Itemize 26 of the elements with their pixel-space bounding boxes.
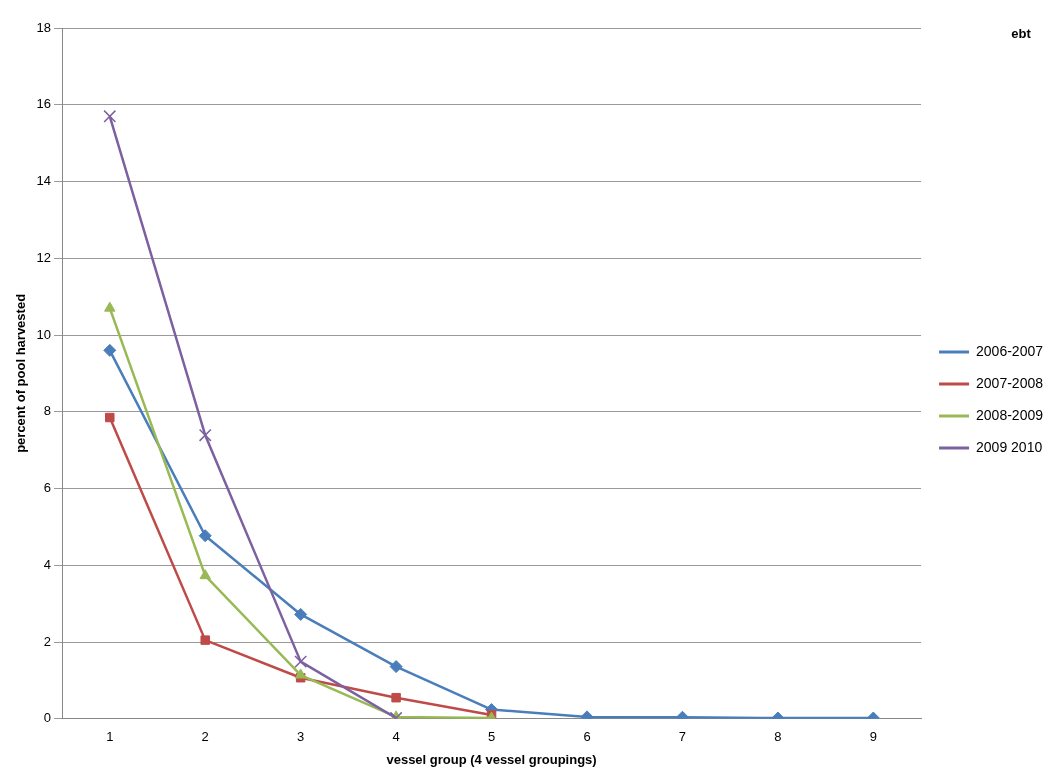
legend-label: 2009 2010: [976, 438, 1043, 455]
y-tick-label: 6: [43, 480, 52, 496]
y-tick-label: 10: [36, 326, 52, 342]
x-tick-label: 5: [487, 729, 496, 745]
y-tick-label: 18: [36, 19, 52, 35]
x-tick-label: 8: [774, 729, 782, 745]
x-tick-label: 4: [392, 729, 400, 745]
legend-label: 2008-2009: [976, 406, 1044, 423]
y-tick-label: 8: [43, 403, 52, 419]
y-tick-label: 16: [36, 96, 52, 112]
y-tick-label: 0: [43, 710, 52, 726]
y-tick-label: 14: [36, 173, 52, 189]
x-tick-label: 3: [297, 729, 305, 745]
x-tick-label: 2: [201, 729, 209, 745]
legend-label: 2007-2008: [976, 374, 1044, 391]
legend-label: 2006-2007: [976, 342, 1044, 359]
x-tick-label: 7: [678, 729, 687, 745]
x-tick-label: 1: [106, 729, 114, 745]
x-tick-label: 6: [583, 729, 591, 745]
y-tick-label: 2: [43, 633, 52, 649]
text: ebt: [1011, 26, 1032, 41]
y-axis-title: percent of pool harvested: [13, 293, 29, 453]
y-tick-label: 12: [36, 249, 52, 265]
y-tick-label: 4: [43, 556, 52, 572]
x-tick-label: 9: [869, 729, 877, 745]
x-axis-title: vessel group (4 vessel groupings): [386, 751, 597, 767]
